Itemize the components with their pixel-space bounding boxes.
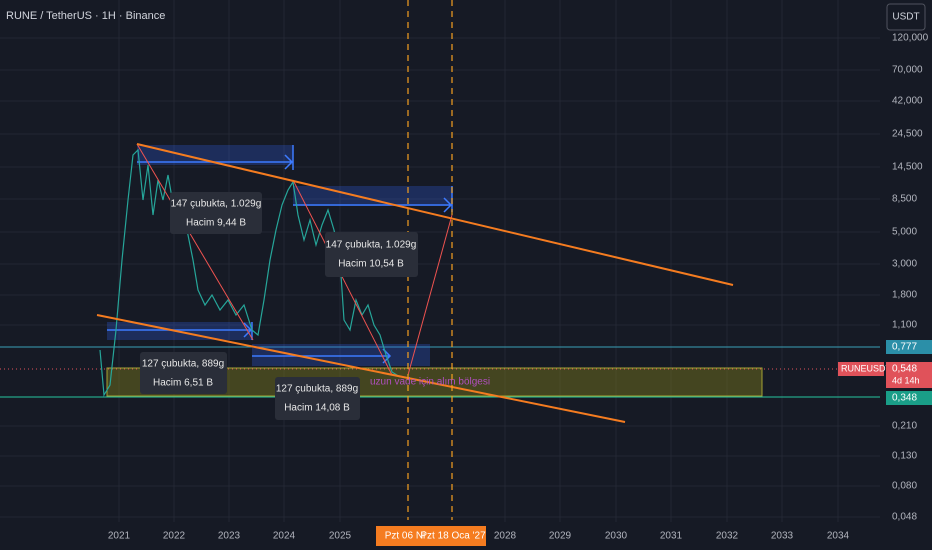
price-label: 24,500 (892, 129, 923, 140)
annotation-box (325, 232, 418, 277)
time-label: 2032 (716, 531, 739, 542)
level-badge-text: 0,348 (892, 393, 917, 404)
price-label: 0,130 (892, 451, 917, 462)
price-label: 42,000 (892, 96, 923, 107)
grid (0, 0, 880, 522)
time-label: 2028 (494, 531, 517, 542)
annotation-volume: Hacim 14,08 B (284, 403, 350, 414)
annotation-volume: Hacim 10,54 B (338, 259, 404, 270)
range-box (293, 186, 452, 206)
ticker-badge-text: RUNEUSDT (841, 363, 892, 373)
level-badge (886, 391, 932, 405)
time-label: 2022 (163, 531, 186, 542)
time-label: 2024 (273, 531, 296, 542)
price-path (99, 148, 401, 397)
price-label: 0,080 (892, 481, 917, 492)
date-badge (420, 526, 486, 546)
time-label: 2021 (108, 531, 131, 542)
annotation-volume: Hacim 6,51 B (153, 378, 213, 389)
currency-button[interactable] (886, 3, 926, 31)
price-label: 14,500 (892, 162, 923, 173)
date-marker-label: Pzt 06 Ni (385, 531, 426, 542)
zone-label: uzun vade için alım bölgesi (370, 377, 490, 388)
annotation-box (140, 352, 227, 394)
price-badge-text: 0,548 (892, 364, 917, 375)
ticker-badge (838, 362, 884, 376)
annotation-bars: 147 çubukta, 1.029g (326, 240, 417, 251)
time-label: 2030 (605, 531, 628, 542)
price-label: 8,500 (892, 194, 917, 205)
time-label: 2034 (827, 531, 850, 542)
price-label: 5,000 (892, 227, 917, 238)
time-label: 2025 (329, 531, 352, 542)
symbol-title: RUNE / TetherUS · 1H · Binance (6, 10, 165, 22)
range-box (137, 145, 293, 165)
time-label: 2031 (660, 531, 683, 542)
price-axis (880, 0, 932, 550)
trend-line (96, 314, 626, 423)
range-box (252, 344, 430, 366)
annotation-volume: Hacim 9,44 B (186, 218, 246, 229)
price-label: 1,800 (892, 290, 917, 301)
currency[interactable]: USDT (892, 12, 919, 23)
date-marker-label: Pzt 18 Oca '27 (420, 531, 486, 542)
price-label: 120,000 (892, 33, 929, 44)
level-badge-text: 0,777 (892, 342, 917, 353)
time-label: 2033 (771, 531, 794, 542)
measure-lines (136, 143, 453, 376)
price-label: 0,048 (892, 512, 917, 523)
annotation-box (170, 192, 262, 234)
level-badge (886, 340, 932, 354)
annotation-bars: 147 çubukta, 1.029g (171, 199, 262, 210)
date-badge (376, 526, 434, 546)
annotation-bars: 127 çubukta, 889g (142, 359, 224, 370)
price-badge (886, 362, 932, 388)
annotation-box (275, 377, 360, 420)
annotation-bars: 127 çubukta, 889g (276, 384, 358, 395)
trend-line (136, 143, 734, 286)
time-label: 2023 (218, 531, 241, 542)
price-label: 3,000 (892, 259, 917, 270)
time-label: 2029 (549, 531, 572, 542)
countdown: 4d 14h (892, 375, 920, 385)
price-label: 70,000 (892, 65, 923, 76)
price-label: 1,100 (892, 320, 917, 331)
price-label: 0,210 (892, 421, 917, 432)
